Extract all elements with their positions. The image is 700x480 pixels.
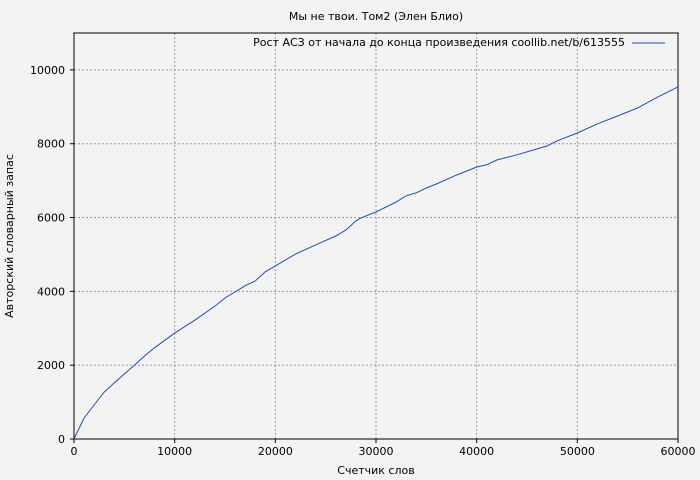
axis-ticks: 0 10000 20000 30000 40000 50000 60000 0 2000 4000… bbox=[30, 64, 696, 458]
y-tick-label: 4000 bbox=[37, 285, 65, 298]
series-line bbox=[73, 86, 679, 440]
chart-title: Мы не твои. Том2 (Элен Блио) bbox=[289, 10, 463, 23]
y-tick-label: 0 bbox=[58, 433, 65, 446]
x-tick-label: 20000 bbox=[258, 445, 293, 458]
x-tick-label: 0 bbox=[71, 445, 78, 458]
x-tick-label: 50000 bbox=[560, 445, 595, 458]
x-axis-label: Счетчик слов bbox=[337, 464, 414, 477]
legend-label: Рост АСЗ от начала до конца произведения… bbox=[253, 36, 625, 49]
x-tick-label: 40000 bbox=[459, 445, 494, 458]
y-tick-label: 2000 bbox=[37, 359, 65, 372]
y-tick-label: 6000 bbox=[37, 212, 65, 225]
grid bbox=[74, 33, 678, 439]
x-tick-label: 30000 bbox=[359, 445, 394, 458]
y-axis-label: Авторский словарный запас bbox=[3, 154, 16, 318]
y-tick-label: 10000 bbox=[30, 64, 65, 77]
y-tick-label: 8000 bbox=[37, 138, 65, 151]
x-tick-label: 60000 bbox=[661, 445, 696, 458]
x-tick-label: 10000 bbox=[157, 445, 192, 458]
